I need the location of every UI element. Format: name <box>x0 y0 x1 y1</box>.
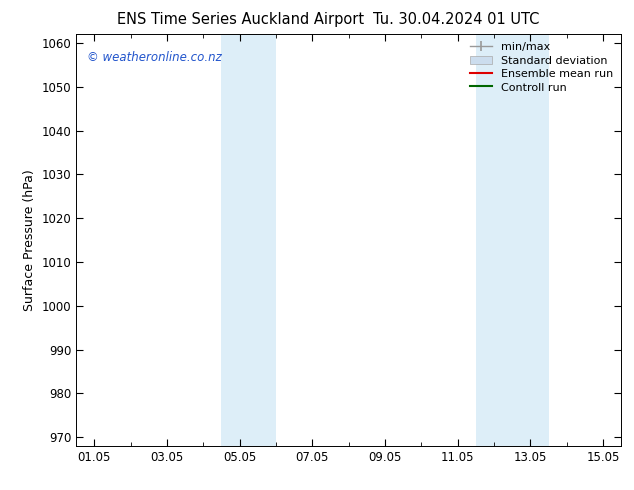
Text: © weatheronline.co.nz: © weatheronline.co.nz <box>87 51 222 64</box>
Bar <box>221 34 276 446</box>
Text: ENS Time Series Auckland Airport: ENS Time Series Auckland Airport <box>117 12 365 27</box>
Bar <box>476 34 548 446</box>
Legend: min/max, Standard deviation, Ensemble mean run, Controll run: min/max, Standard deviation, Ensemble me… <box>466 38 618 97</box>
Y-axis label: Surface Pressure (hPa): Surface Pressure (hPa) <box>23 169 36 311</box>
Text: Tu. 30.04.2024 01 UTC: Tu. 30.04.2024 01 UTC <box>373 12 540 27</box>
